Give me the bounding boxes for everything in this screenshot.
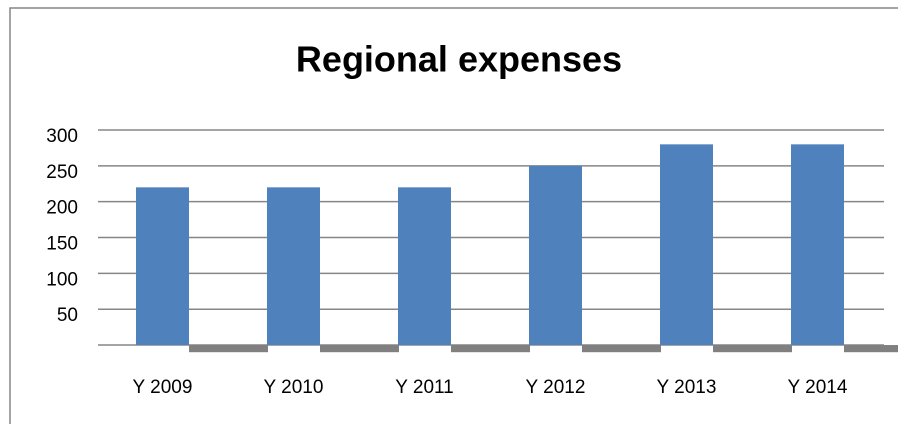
bar <box>529 165 582 346</box>
bar <box>398 187 451 346</box>
bar <box>451 345 530 353</box>
y-tick-label: 200 <box>46 198 78 219</box>
y-tick-label: 100 <box>46 269 78 290</box>
bar <box>320 345 399 353</box>
bar <box>189 345 268 353</box>
bar <box>136 187 189 346</box>
y-tick-label: 300 <box>46 126 78 147</box>
x-tick-label: Y 2014 <box>788 377 848 398</box>
bar <box>844 345 898 353</box>
y-tick-label: 150 <box>46 234 78 255</box>
x-tick-label: Y 2009 <box>133 377 193 398</box>
x-tick-label: Y 2011 <box>395 377 453 398</box>
chart-title: Regional expenses <box>296 39 622 80</box>
bar <box>267 187 320 346</box>
x-tick-label: Y 2010 <box>264 377 324 398</box>
x-tick-label: Y 2012 <box>526 377 586 398</box>
y-tick-label: 250 <box>46 162 78 183</box>
bar <box>582 345 661 353</box>
x-tick-label: Y 2013 <box>657 377 717 398</box>
bar <box>660 144 713 346</box>
bar <box>713 345 792 353</box>
bar <box>791 144 844 346</box>
y-tick-label: 50 <box>57 305 78 326</box>
